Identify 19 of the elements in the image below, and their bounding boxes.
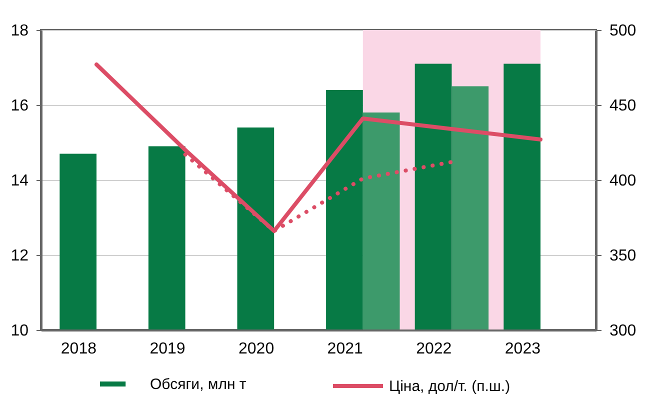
x-tick-label: 2020 [238, 340, 274, 358]
y-tick-label: 16 [10, 98, 29, 114]
line-series [94, 62, 542, 233]
x-tick-label: 2023 [504, 340, 541, 358]
y2-tick-label: 450 [610, 98, 636, 114]
legend-label: Обсяги, млн т [150, 376, 246, 393]
y2-tick-label: 400 [610, 172, 636, 190]
y-tick-label: 10 [10, 322, 29, 340]
y2-tick-label: 350 [610, 248, 636, 264]
y2-tick-label: 300 [610, 322, 636, 340]
x-tick-label: 2019 [150, 340, 186, 358]
legend-label: Ціна, дол/т. (п.ш.) [389, 378, 510, 395]
y2-tick-label: 500 [610, 22, 636, 40]
x-tick-label: 2021 [327, 340, 363, 358]
y-tick-label: 18 [10, 22, 29, 40]
x-tick-label: 2018 [60, 340, 97, 358]
x-tick-label: 2022 [416, 340, 452, 358]
y-tick-label: 12 [10, 248, 29, 264]
y-tick-label: 14 [10, 172, 29, 190]
